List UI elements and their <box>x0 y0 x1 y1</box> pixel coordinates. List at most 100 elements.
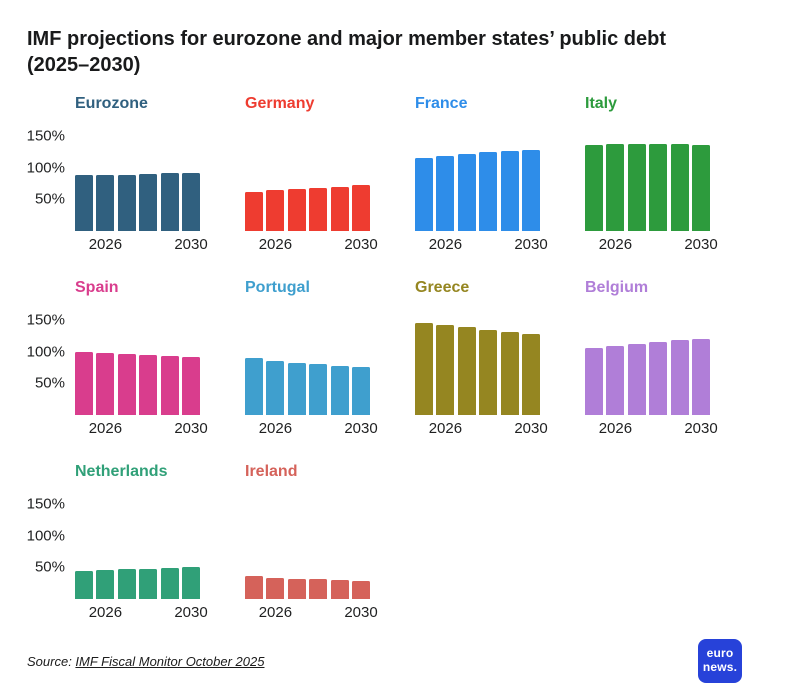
bar-2028 <box>309 579 328 599</box>
bar-2025 <box>245 191 263 231</box>
bar-group <box>415 119 540 231</box>
chart-plot: 150% 100% 50% <box>27 119 200 231</box>
chart-plot <box>245 303 370 415</box>
bar-2028 <box>309 364 328 415</box>
y-tick-label: 100% <box>26 159 65 177</box>
bar-2025 <box>75 175 93 231</box>
bar-group <box>415 303 540 415</box>
x-tick-label: 2026 <box>88 235 123 253</box>
logo-line1: euro <box>706 646 734 661</box>
bar-2025 <box>415 157 433 231</box>
chart-plot: 150% 100% 50% <box>27 303 200 415</box>
bar-2030 <box>691 145 710 231</box>
x-axis: 2026 2030 <box>75 235 208 255</box>
bar-2026 <box>96 174 115 231</box>
bar-2028 <box>139 568 158 599</box>
bar-2030 <box>181 566 200 599</box>
x-tick-label: 2030 <box>514 419 548 437</box>
bar-group <box>245 303 370 415</box>
x-tick-label: 2030 <box>174 603 208 621</box>
bar-group <box>585 303 710 415</box>
bar-group <box>75 119 200 231</box>
bar-2030 <box>351 366 370 415</box>
bar-2029 <box>670 144 689 231</box>
bar-2025 <box>75 351 93 415</box>
bar-2030 <box>521 334 540 415</box>
x-tick-label: 2026 <box>428 235 463 253</box>
x-tick-label: 2026 <box>598 235 633 253</box>
bar-2026 <box>606 144 625 231</box>
x-tick-label: 2026 <box>258 419 293 437</box>
mini-chart-ireland: Ireland 2026 2030 <box>245 462 378 623</box>
bar-group <box>585 119 710 231</box>
chart-plot <box>415 119 540 231</box>
x-tick-label: 2026 <box>598 419 633 437</box>
bar-2027 <box>287 189 306 231</box>
x-axis: 2026 2030 <box>585 419 718 439</box>
bar-2025 <box>75 571 93 599</box>
mini-chart-spain: Spain 150% 100% 50% 2026 2030 <box>27 279 208 439</box>
x-tick-label: 2026 <box>258 235 293 253</box>
chart-title: France <box>415 94 468 112</box>
mini-chart-greece: Greece 2026 2030 <box>415 278 548 439</box>
x-tick-label: 2030 <box>344 603 378 621</box>
x-tick-label: 2026 <box>88 603 123 621</box>
mini-chart-belgium: Belgium 2026 2030 <box>585 279 718 439</box>
y-tick-label: 100% <box>26 527 65 545</box>
bar-2028 <box>139 354 158 415</box>
bar-2030 <box>181 172 200 231</box>
logo-line2: news. <box>702 660 738 674</box>
bar-2026 <box>96 353 115 415</box>
bar-2029 <box>330 365 349 415</box>
x-tick-label: 2030 <box>684 235 718 253</box>
bar-2029 <box>670 340 689 415</box>
source-link[interactable]: IMF Fiscal Monitor October 2025 <box>75 653 265 669</box>
bar-2027 <box>627 143 646 231</box>
x-axis: 2026 2030 <box>245 235 378 255</box>
x-tick-label: 2030 <box>514 235 548 253</box>
mini-chart-france: France 2026 2030 <box>415 94 548 255</box>
bar-2028 <box>479 329 498 415</box>
bar-2027 <box>117 569 136 599</box>
page-title: IMF projections for eurozone and major m… <box>27 28 666 77</box>
x-axis: 2026 2030 <box>585 235 718 255</box>
y-tick-label: 100% <box>26 343 65 361</box>
bar-2028 <box>479 152 498 231</box>
x-axis: 2026 2030 <box>75 603 208 623</box>
bar-2026 <box>96 569 115 599</box>
bar-2025 <box>415 323 433 415</box>
bar-2028 <box>649 342 668 415</box>
bar-2028 <box>309 187 328 231</box>
bar-2025 <box>245 576 263 599</box>
bar-2026 <box>436 325 455 415</box>
x-tick-label: 2030 <box>344 419 378 437</box>
y-tick-label: 50% <box>34 558 65 576</box>
chart-title: Eurozone <box>75 94 148 112</box>
y-tick-label: 150% <box>26 495 65 513</box>
bar-2030 <box>351 185 370 231</box>
chart-plot: 150% 100% 50% <box>27 487 200 599</box>
charts-grid: Eurozone 150% 100% 50% 2026 2030 Germany 2026 20… <box>27 94 718 623</box>
chart-plot <box>245 487 370 599</box>
x-tick-label: 2026 <box>88 419 123 437</box>
chart-title: Ireland <box>245 462 298 480</box>
x-tick-label: 2030 <box>684 419 718 437</box>
chart-title: Greece <box>415 278 470 296</box>
y-tick-label: 150% <box>26 127 65 145</box>
bar-2029 <box>160 173 179 231</box>
y-tick-label: 50% <box>34 190 65 208</box>
bar-2028 <box>649 143 668 231</box>
x-tick-label: 2030 <box>344 235 378 253</box>
bar-2030 <box>521 150 540 231</box>
mini-chart-germany: Germany 2026 2030 <box>245 95 378 255</box>
chart-title: Netherlands <box>75 462 168 480</box>
x-axis: 2026 2030 <box>75 419 208 439</box>
mini-chart-portugal: Portugal 2026 2030 <box>245 279 378 439</box>
bar-group <box>75 303 200 415</box>
bar-2030 <box>351 580 370 599</box>
bar-2029 <box>330 579 349 599</box>
bar-2025 <box>585 348 603 415</box>
mini-chart-italy: Italy 2026 2030 <box>585 95 718 255</box>
source-prefix: Source: <box>27 653 76 669</box>
x-axis: 2026 2030 <box>415 420 548 439</box>
